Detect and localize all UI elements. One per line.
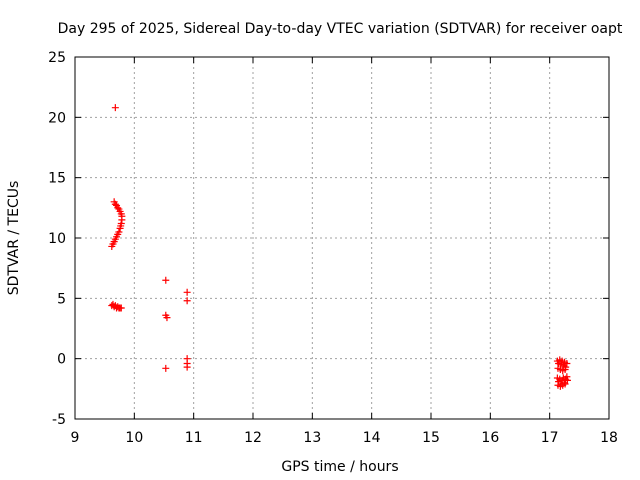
data-point-marker [117, 304, 125, 312]
y-tick-label: 25 [48, 50, 66, 66]
data-point-marker [561, 380, 569, 388]
x-tick-label: 18 [600, 430, 618, 446]
grid-lines [75, 57, 609, 419]
x-tick-label: 16 [481, 430, 499, 446]
y-tick-label: 10 [48, 231, 66, 247]
data-point-marker [183, 297, 191, 305]
chart-title: Day 295 of 2025, Sidereal Day-to-day VTE… [58, 21, 623, 37]
data-points [108, 104, 571, 390]
x-tick-label: 13 [303, 430, 321, 446]
data-point-marker [116, 224, 124, 232]
x-axis-label: GPS time / hours [281, 459, 398, 475]
x-tick-label: 10 [125, 430, 143, 446]
y-tick-label: -5 [52, 412, 66, 428]
x-tick-label: 9 [71, 430, 80, 446]
axis-ticks [74, 56, 610, 420]
y-tick-labels: -5 0 5 10 15 20 25 [48, 50, 66, 428]
y-tick-label: 0 [57, 352, 66, 368]
y-axis-label: SDTVAR / TECUs [6, 181, 22, 296]
y-tick-label: 20 [48, 110, 66, 126]
x-tick-label: 14 [363, 430, 381, 446]
data-point-marker [183, 288, 191, 296]
data-point-marker [111, 104, 119, 112]
x-tick-label: 15 [422, 430, 440, 446]
data-point-marker [163, 314, 171, 322]
data-point-marker [111, 200, 119, 208]
data-point-marker [561, 366, 569, 374]
data-point-marker [162, 364, 170, 372]
data-point-marker [114, 204, 122, 212]
data-point-marker [162, 276, 170, 284]
y-tick-label: 15 [48, 171, 66, 187]
x-tick-label: 17 [541, 430, 559, 446]
data-point-marker [563, 376, 571, 384]
data-point-marker [108, 242, 116, 250]
data-point-marker [183, 363, 191, 371]
x-tick-label: 12 [244, 430, 262, 446]
y-tick-label: 5 [57, 291, 66, 307]
data-point-marker [563, 359, 571, 367]
x-tick-label: 11 [185, 430, 203, 446]
x-tick-labels: 9 10 11 12 13 14 15 16 17 18 [71, 430, 618, 446]
